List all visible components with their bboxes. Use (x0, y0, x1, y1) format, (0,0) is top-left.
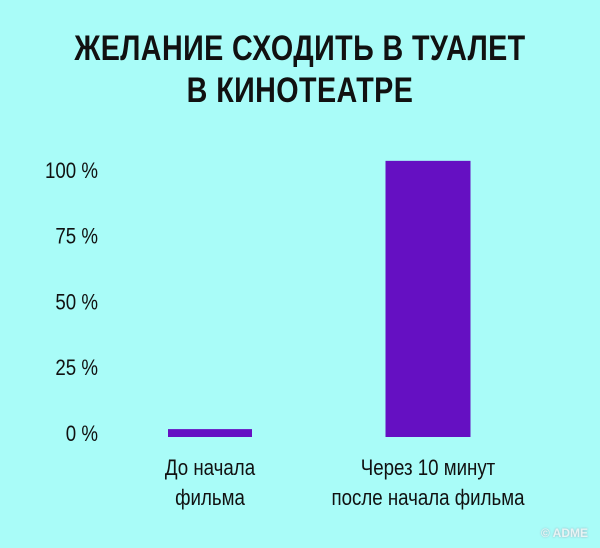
y-tick-label: 75 % (55, 225, 98, 249)
y-tick-label: 100 % (45, 160, 98, 184)
watermark: © ADME (540, 526, 588, 540)
chart-title: ЖЕЛАНИЕ СХОДИТЬ В ТУАЛЕТ В КИНОТЕАТРЕ (54, 28, 546, 112)
x-category-label: Через 10 минут (361, 457, 495, 481)
bar (168, 429, 252, 437)
title-line-2: В КИНОТЕАТРЕ (186, 71, 414, 110)
y-tick-label: 0 % (66, 423, 98, 447)
x-category-label: фильма (175, 487, 245, 511)
x-category-label: До начала (165, 457, 256, 481)
bar (385, 160, 471, 437)
x-category-label: после начала фильма (331, 487, 525, 511)
y-tick-label: 25 % (55, 357, 98, 381)
title-line-1: ЖЕЛАНИЕ СХОДИТЬ В ТУАЛЕТ (74, 29, 526, 68)
y-tick-label: 50 % (55, 291, 98, 315)
